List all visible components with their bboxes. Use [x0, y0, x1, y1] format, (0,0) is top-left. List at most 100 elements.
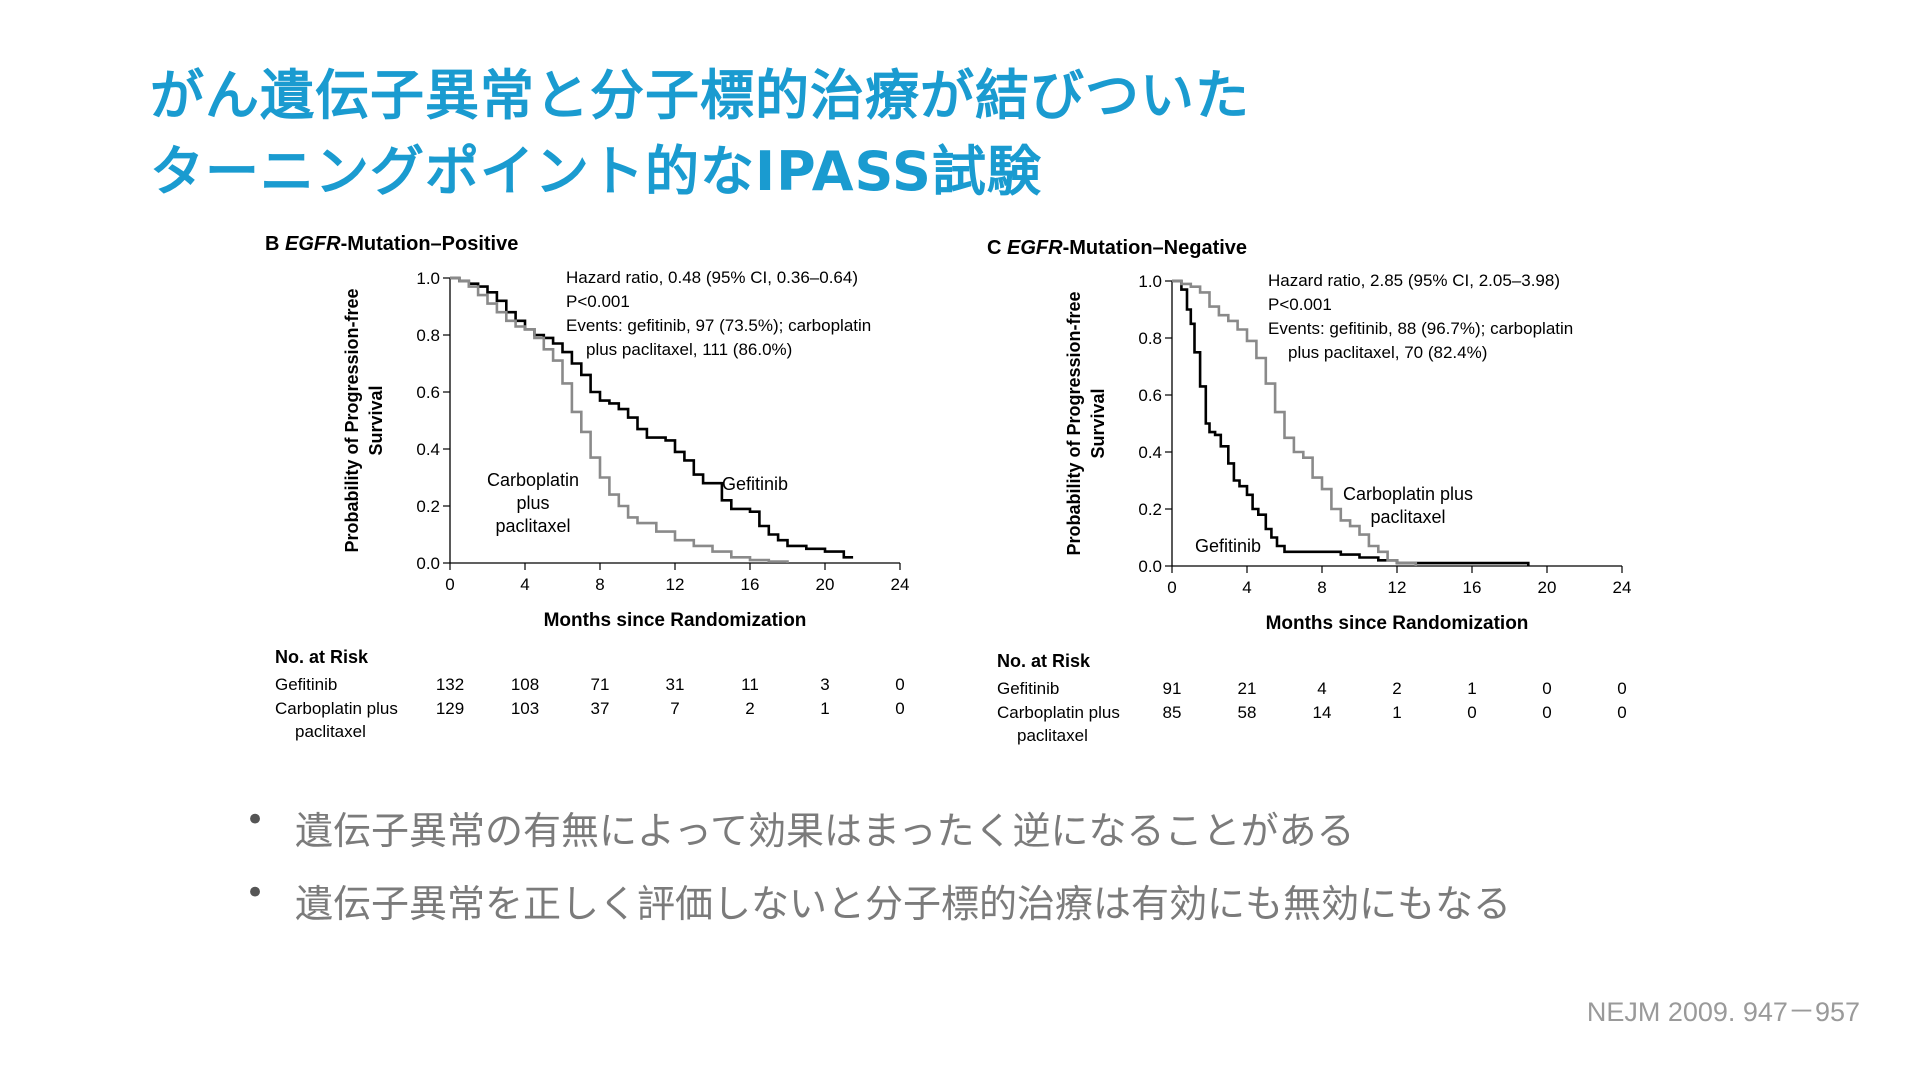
y-tick-label: 0.0 — [1138, 557, 1162, 576]
bullet-text: 遺伝子異常の有無によって効果はまったく逆になることがある — [295, 809, 1355, 853]
km-curve-carboplatin — [1172, 279, 1418, 566]
x-axis-label: Months since Randomization — [544, 610, 807, 631]
panel-gene: EGFR — [285, 233, 341, 255]
stats-annotation-line: P<0.001 — [566, 292, 630, 311]
y-tick-label: 0.6 — [1138, 386, 1162, 405]
x-tick-label: 24 — [1613, 578, 1632, 597]
series-label: Carboplatin plus — [1343, 484, 1473, 504]
km-curve-carboplatin — [450, 276, 789, 563]
y-axis-label: Survival — [1088, 388, 1108, 458]
risk-value: 31 — [666, 675, 685, 694]
y-axis-label: Survival — [366, 385, 386, 455]
bullet-text: 遺伝子異常を正しく評価しないと分子標的治療は有効にも無効にもなる — [295, 882, 1512, 926]
risk-value: 14 — [1313, 703, 1332, 722]
risk-value: 11 — [741, 675, 759, 694]
x-tick-label: 12 — [1388, 578, 1407, 597]
x-tick-label: 8 — [1317, 578, 1326, 597]
risk-value: 85 — [1163, 703, 1182, 722]
panel-letter: B — [265, 233, 285, 255]
series-label: paclitaxel — [1370, 507, 1445, 527]
series-label: paclitaxel — [495, 516, 570, 536]
risk-value: 71 — [591, 675, 610, 694]
risk-value: 0 — [1542, 679, 1551, 698]
stats-annotation-line: Events: gefitinib, 88 (96.7%); carboplat… — [1268, 319, 1573, 338]
y-tick-label: 0.4 — [1138, 443, 1162, 462]
risk-value: 103 — [511, 699, 539, 718]
series-label: Gefitinib — [722, 474, 788, 494]
slide-title: がん遺伝子異常と分子標的治療が結びついた ターニングポイント的なIPASS試験 — [150, 58, 1250, 210]
bullet-list: • 遺伝子異常の有無によって効果はまったく逆になることがある • 遺伝子異常を正… — [245, 800, 1511, 946]
bullet-dot-icon: • — [245, 800, 266, 840]
panel-heading: C EGFR-Mutation–Negative — [987, 237, 1247, 259]
risk-value: 0 — [1467, 703, 1476, 722]
y-tick-label: 0.8 — [416, 326, 440, 345]
risk-value: 2 — [745, 699, 754, 718]
y-tick-label: 0.8 — [1138, 329, 1162, 348]
stats-annotation-line: P<0.001 — [1268, 295, 1332, 314]
x-tick-label: 0 — [445, 575, 454, 594]
panel-subtitle: -Mutation–Positive — [341, 233, 519, 255]
citation: NEJM 2009. 947－957 — [1586, 997, 1860, 1027]
risk-value: 7 — [670, 699, 679, 718]
y-tick-label: 0.4 — [416, 440, 440, 459]
risk-value: 0 — [1617, 703, 1626, 722]
stats-annotation-line: Hazard ratio, 2.85 (95% CI, 2.05–3.98) — [1268, 271, 1560, 290]
risk-value: 0 — [1617, 679, 1626, 698]
risk-row-label: Carboplatin plus — [275, 699, 398, 718]
risk-value: 1 — [1392, 703, 1401, 722]
risk-value: 21 — [1238, 679, 1257, 698]
risk-value: 0 — [895, 699, 904, 718]
bullet-dot-icon: • — [245, 873, 266, 913]
series-label: Gefitinib — [1195, 536, 1261, 556]
risk-table-header: No. at Risk — [997, 651, 1091, 671]
y-tick-label: 0.0 — [416, 554, 440, 573]
risk-row-label: Carboplatin plus — [997, 703, 1120, 722]
slide-title-line-1: がん遺伝子異常と分子標的治療が結びついた — [150, 64, 1250, 127]
x-tick-label: 12 — [666, 575, 685, 594]
stats-annotation-line: Hazard ratio, 0.48 (95% CI, 0.36–0.64) — [566, 268, 858, 287]
slide-title-line-2: ターニングポイント的なIPASS試験 — [150, 140, 1042, 203]
km-curve-gefitinib — [1172, 279, 1530, 566]
y-tick-label: 0.2 — [1138, 500, 1162, 519]
y-axis-label: Probability of Progression-free — [1064, 291, 1084, 555]
y-tick-label: 0.2 — [416, 497, 440, 516]
panel-gene: EGFR — [1007, 237, 1063, 259]
y-tick-label: 0.6 — [416, 383, 440, 402]
risk-value: 132 — [436, 675, 464, 694]
risk-value: 1 — [820, 699, 829, 718]
panel-subtitle: -Mutation–Negative — [1063, 237, 1247, 259]
risk-value: 91 — [1163, 679, 1182, 698]
risk-row-label: paclitaxel — [1017, 726, 1088, 745]
risk-value: 2 — [1392, 679, 1401, 698]
risk-value: 129 — [436, 699, 464, 718]
x-tick-label: 16 — [741, 575, 760, 594]
risk-value: 37 — [591, 699, 610, 718]
km-curve-gefitinib — [450, 276, 854, 559]
bullet-item: • 遺伝子異常の有無によって効果はまったく逆になることがある — [245, 800, 1511, 873]
stats-annotation-line: Events: gefitinib, 97 (73.5%); carboplat… — [566, 316, 871, 335]
x-tick-label: 24 — [891, 575, 910, 594]
bullet-item: • 遺伝子異常を正しく評価しないと分子標的治療は有効にも無効にもなる — [245, 873, 1511, 946]
risk-row-label: Gefitinib — [275, 675, 337, 694]
risk-value: 0 — [1542, 703, 1551, 722]
risk-value: 108 — [511, 675, 539, 694]
stats-annotation-line: plus paclitaxel, 70 (82.4%) — [1288, 343, 1487, 362]
risk-row-label: Gefitinib — [997, 679, 1059, 698]
x-tick-label: 4 — [1242, 578, 1251, 597]
risk-value: 3 — [820, 675, 829, 694]
y-tick-label: 1.0 — [1138, 272, 1162, 291]
panel-letter: C — [987, 237, 1007, 259]
series-label: plus — [516, 493, 549, 513]
panel-heading: B EGFR-Mutation–Positive — [265, 233, 518, 255]
risk-table-header: No. at Risk — [275, 647, 369, 667]
x-tick-label: 16 — [1463, 578, 1482, 597]
risk-value: 4 — [1317, 679, 1326, 698]
x-tick-label: 4 — [520, 575, 529, 594]
risk-row-label: paclitaxel — [295, 722, 366, 741]
risk-value: 58 — [1238, 703, 1257, 722]
x-tick-label: 0 — [1167, 578, 1176, 597]
y-axis-label: Probability of Progression-free — [342, 288, 362, 552]
